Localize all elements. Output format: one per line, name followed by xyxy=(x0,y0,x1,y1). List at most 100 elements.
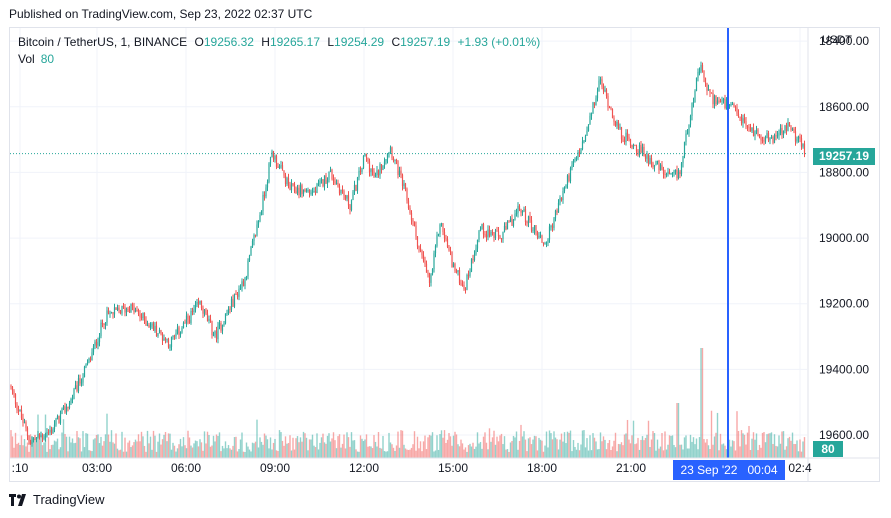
candle-body xyxy=(476,239,479,249)
candle-body xyxy=(331,169,333,179)
candle-body xyxy=(763,140,765,142)
candle-body xyxy=(307,190,309,192)
candle-body xyxy=(199,300,201,304)
volume-bar xyxy=(800,451,803,458)
volume-bar xyxy=(665,449,668,458)
volume-bar xyxy=(442,437,444,458)
volume-bar xyxy=(140,431,143,458)
volume-bar xyxy=(418,448,420,458)
volume-bar xyxy=(247,446,249,458)
volume-bar xyxy=(392,447,395,458)
volume-bar xyxy=(509,442,512,458)
volume-bar xyxy=(748,425,750,458)
candle-body xyxy=(629,139,632,146)
volume-bar xyxy=(589,435,591,458)
volume-bar xyxy=(271,449,273,458)
candle-body xyxy=(424,260,426,264)
candle-body xyxy=(379,164,381,176)
volume-bar xyxy=(128,440,131,458)
candle-body xyxy=(793,128,795,132)
candle-body xyxy=(10,385,12,387)
candle-body xyxy=(754,131,756,136)
candle-body xyxy=(499,236,501,239)
volume-bar xyxy=(496,436,498,458)
candle-body xyxy=(517,205,519,214)
volume-bar xyxy=(401,430,404,458)
volume-bar xyxy=(383,451,386,458)
candle-body xyxy=(304,189,306,191)
candle-body xyxy=(248,255,251,261)
volume-bar xyxy=(341,443,344,458)
candle-body xyxy=(263,194,266,197)
volume-bar xyxy=(593,437,596,458)
candle-body xyxy=(325,175,327,184)
candle-body xyxy=(368,161,371,173)
volume-bar xyxy=(160,444,162,458)
candle-body xyxy=(758,135,761,138)
candle-body xyxy=(305,190,308,192)
volume-bar xyxy=(779,443,782,458)
candle-body xyxy=(659,164,662,171)
candle-body xyxy=(493,232,495,238)
candle-body xyxy=(692,102,695,104)
volume-bar xyxy=(296,436,299,458)
candle-body xyxy=(647,154,650,164)
candle-body xyxy=(458,270,461,284)
volume-bar xyxy=(385,451,387,458)
candle-body xyxy=(608,107,611,109)
volume-bar xyxy=(227,445,230,458)
volume-bar xyxy=(38,437,41,458)
candle-body xyxy=(130,304,132,313)
volume-bar xyxy=(662,450,665,458)
volume-bar xyxy=(154,435,156,458)
candle-body xyxy=(530,220,533,231)
volume-bar xyxy=(73,443,75,458)
volume-bar xyxy=(176,448,179,458)
candle-body xyxy=(259,215,261,222)
volume-bar xyxy=(143,445,146,458)
candle-body xyxy=(128,310,131,313)
volume-bar xyxy=(803,437,806,458)
volume-bar xyxy=(479,441,482,458)
volume-bar xyxy=(266,439,269,458)
volume-bar xyxy=(368,446,371,458)
volume-bar xyxy=(595,441,597,458)
volume-bar xyxy=(563,432,566,458)
volume-bar xyxy=(683,437,686,458)
volume-bar xyxy=(346,432,348,458)
candle-body xyxy=(62,406,65,409)
volume-label: Vol xyxy=(18,52,35,66)
candle-body xyxy=(512,219,515,226)
candle-body xyxy=(725,99,728,108)
volume-bar xyxy=(440,430,443,458)
volume-bar xyxy=(608,440,611,458)
candle-body xyxy=(482,223,485,235)
candle-body xyxy=(230,298,233,310)
overlays xyxy=(10,28,880,482)
volume-bar xyxy=(283,445,285,458)
candle-body xyxy=(19,409,21,412)
candle-body xyxy=(665,174,668,176)
volume-bar xyxy=(628,439,630,458)
candle-body xyxy=(442,223,444,232)
volume-bar xyxy=(527,438,530,458)
volume-bar xyxy=(134,439,137,458)
candle-body xyxy=(464,288,467,290)
candle-body xyxy=(50,429,53,433)
candle-body xyxy=(236,294,239,297)
volume-bar xyxy=(76,431,78,458)
volume-bar xyxy=(46,451,48,458)
volume-bar xyxy=(148,443,150,458)
volume-bar xyxy=(682,449,684,458)
volume-bar xyxy=(520,424,522,458)
candle-body xyxy=(350,200,353,211)
tradingview-footer[interactable]: TradingView xyxy=(9,492,105,507)
symbol-label: Bitcoin / TetherUS, 1, BINANCE xyxy=(18,35,188,49)
high-label: H xyxy=(261,35,270,49)
candle-body xyxy=(55,419,57,425)
currency-unit[interactable]: USDT xyxy=(822,34,852,46)
volume-bar xyxy=(16,443,18,458)
volume-bar xyxy=(415,450,417,458)
volume-bar xyxy=(466,451,468,458)
